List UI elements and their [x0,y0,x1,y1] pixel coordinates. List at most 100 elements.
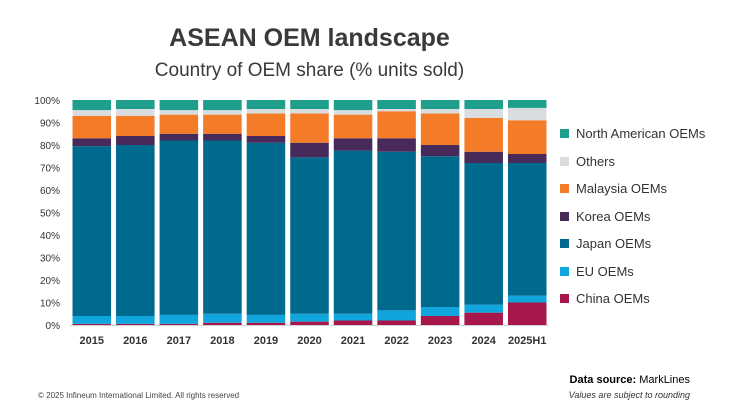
bar-segment [377,151,416,311]
bar-segment [377,310,416,321]
bar-segment [464,312,503,326]
bar-segment [203,114,242,134]
y-tick-label: 0% [46,321,61,332]
bar-segment [507,100,547,108]
x-tick-label: 2022 [384,335,408,347]
bar-segment [507,120,547,154]
bar-segment [203,110,242,115]
y-tick-label: 40% [40,231,60,242]
legend-swatch [560,239,569,248]
bar-segment [159,133,199,141]
bar-segment [116,136,155,145]
bar-segment [420,100,460,109]
bar-segment [72,146,112,317]
bar-segment [464,100,503,109]
legend-label: Others [576,153,616,169]
y-tick-label: 80% [40,141,60,152]
copyright-text: © 2025 Infineum International Limited. A… [38,391,240,400]
bar-segment [246,113,286,136]
legend-swatch [560,184,569,193]
bar-segment [116,115,155,136]
bar-segment [333,114,373,139]
bar-segment [377,111,416,139]
legend-label: Korea OEMs [576,208,651,224]
legend-swatch [560,266,569,276]
bar-segment [159,100,199,111]
bar-segment [333,100,373,111]
bar-segment [159,140,199,315]
chart-title: ASEAN OEM landscape [169,24,450,52]
bar-segment [377,320,416,325]
x-tick-label: 2016 [123,335,147,347]
data-source-label: Data source: [569,374,637,386]
chart-subtitle: Country of OEM share (% units sold) [154,60,465,81]
bar-segment [333,313,373,321]
bar-segment [290,321,329,326]
data-source: Data source: MarkLines [570,374,690,386]
bar-segment [290,157,329,314]
bar-segment [72,115,112,139]
bar-segment [246,142,286,315]
y-tick-label: 60% [40,186,60,197]
bar-segment [333,110,373,115]
bar-segment [203,133,242,141]
x-tick-label: 2024 [471,335,496,347]
bar-segment [290,113,329,143]
y-tick-label: 20% [40,276,60,287]
x-tick-label: 2019 [254,335,278,347]
bar-segment [72,323,112,326]
bar-segment [507,163,547,296]
bar-segment [420,145,460,157]
legend-label: China OEMs [576,291,650,306]
bar-segment [203,313,242,323]
bar-segment [72,110,112,116]
legend-swatch [560,156,569,166]
bar-segment [116,145,155,316]
x-tick-label: 2017 [167,335,191,347]
x-tick-label: 2021 [341,335,365,347]
bar-segment [203,100,242,111]
legend-label: Malaysia OEMs [576,181,668,196]
bar-segment [333,150,373,314]
legend-swatch [560,211,569,221]
bar-segment [290,142,329,158]
bar-segment [464,304,503,313]
rounding-note: Values are subject to rounding [568,390,690,400]
x-tick-label: 2025H1 [508,335,547,347]
y-tick-label: 100% [34,96,60,107]
bar-segment [420,109,460,114]
bar-segment [72,316,112,324]
bar-segment [72,100,112,111]
bar-segment [159,314,199,324]
bar-segment [464,109,503,118]
bar-segment [377,100,416,109]
bar-segment [507,154,547,163]
bar-segment [290,109,329,114]
bar-segment [464,151,503,163]
bar-segment [246,322,286,325]
bar-segment [116,316,155,324]
bar-segment [159,323,199,326]
bar-segment [116,109,155,116]
legend-label: Japan OEMs [576,236,652,251]
bar-segment [464,163,503,305]
bar-segment [159,114,199,134]
bar-segment [290,313,329,322]
bar-segment [507,295,547,303]
bar-segment [333,320,373,325]
bar-segment [377,109,416,112]
bar-segment [333,138,373,151]
bar-segment [507,107,547,121]
x-tick-label: 2018 [210,335,234,347]
bar-segment [116,323,155,326]
bar-segment [464,118,503,152]
data-source-value: MarkLines [639,374,690,386]
bar-segment [420,156,460,307]
bar-segment [246,136,286,143]
y-tick-label: 70% [40,164,60,175]
bar-segment [246,314,286,323]
bar-segment [159,110,199,115]
legend-label: North American OEMs [576,126,706,141]
bar-segment [507,302,547,325]
